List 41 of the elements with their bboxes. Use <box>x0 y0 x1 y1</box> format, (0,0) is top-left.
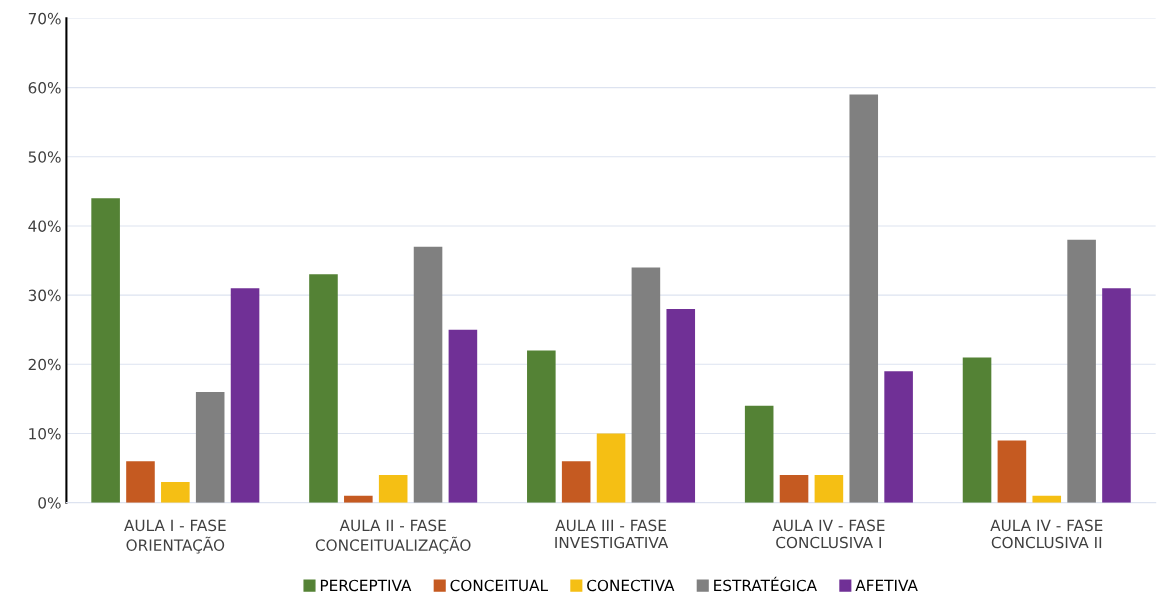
x-tick-label: AULA III - FASE INVESTIGATIVA <box>555 519 669 549</box>
legend-label: CONCEITUAL <box>450 579 548 592</box>
x-tick-label: AULA IV - FASE CONCLUSIVA I <box>772 519 885 549</box>
bar <box>884 371 913 503</box>
x-tick-label: AULA IV - FASE CONCLUSIVA II <box>990 519 1103 549</box>
bar <box>448 329 478 503</box>
bar <box>91 198 120 503</box>
bar <box>195 391 225 503</box>
legend-label: ESTRATÉGICA <box>714 576 817 592</box>
bar <box>997 440 1027 503</box>
y-tick-label: 50% <box>28 151 61 163</box>
bar <box>161 481 190 503</box>
bar <box>1102 288 1131 503</box>
bar <box>309 274 338 503</box>
bar <box>126 461 155 503</box>
y-tick-label: 60% <box>28 82 61 94</box>
y-tick-label: 40% <box>28 220 61 232</box>
bar <box>1067 239 1096 503</box>
bar <box>814 474 844 503</box>
bar <box>631 267 661 503</box>
bar <box>962 357 992 503</box>
y-tick-label: 70% <box>28 12 61 25</box>
x-tick-label: AULA II - FASE CONCEITUALIZAÇÃO <box>315 519 471 554</box>
y-tick-label: 30% <box>28 289 61 302</box>
bar <box>849 94 879 503</box>
bar <box>779 474 809 503</box>
bar <box>744 405 774 503</box>
bar <box>230 288 260 503</box>
bar <box>378 474 408 503</box>
y-tick-label: 10% <box>29 427 61 440</box>
x-tick-label: AULA I - FASE ORIENTAÇÃO <box>124 519 226 554</box>
legend-label: AFETIVA <box>855 579 918 591</box>
bar <box>561 461 591 503</box>
bar <box>666 308 696 503</box>
y-tick-label: 0% <box>38 497 61 509</box>
bar <box>413 246 443 503</box>
legend-label: CONECTIVA <box>587 579 675 592</box>
y-tick-label: 20% <box>28 358 61 371</box>
bar <box>527 350 556 503</box>
legend-label: PERCEPTIVA <box>320 579 412 592</box>
bar <box>596 433 626 503</box>
